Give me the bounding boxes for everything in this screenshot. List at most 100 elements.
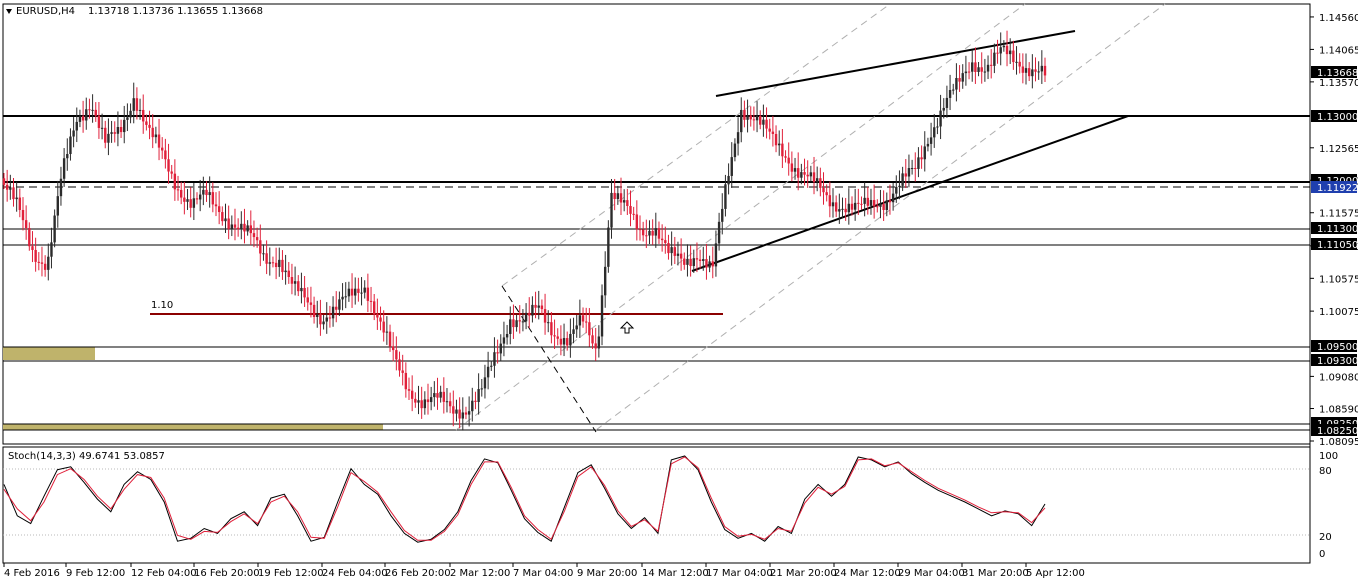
candle-body: [410, 390, 414, 399]
candle-body: [654, 228, 658, 236]
level-label-bg: [1311, 238, 1357, 250]
candle-body: [585, 321, 588, 323]
candle-body: [597, 336, 601, 349]
candle-body: [347, 288, 351, 297]
candle-body: [708, 261, 711, 268]
diagonal-ray[interactable]: [501, 285, 597, 433]
regression-channel[interactable]: [455, 3, 1166, 431]
candle-body: [262, 253, 265, 255]
candle-body: [948, 90, 952, 98]
ohlc-values: 1.13718 1.13736 1.13655 1.13668: [88, 6, 263, 17]
candle-body: [167, 159, 170, 172]
candle-body: [822, 187, 825, 193]
candle-body: [990, 64, 993, 66]
stoch-level-label: 0: [1319, 549, 1325, 560]
candle-body: [94, 109, 97, 116]
candle-body: [838, 209, 841, 212]
candle-body: [917, 157, 920, 169]
candle-body: [936, 126, 939, 128]
candle-body: [208, 192, 211, 196]
lower-trendline[interactable]: [691, 115, 1129, 272]
candle-body: [183, 197, 186, 202]
candle-body: [714, 243, 718, 267]
candle-body: [771, 131, 775, 134]
candle-body: [755, 115, 759, 121]
price-tick-label: 1.10575: [1319, 274, 1358, 285]
candle-body: [164, 150, 167, 160]
candle-body: [768, 128, 771, 132]
candle-body: [679, 253, 683, 259]
candle-body: [502, 337, 506, 344]
candle-body: [471, 400, 474, 412]
stoch-header: Stoch(14,3,3) 49.6741 53.0857: [8, 451, 165, 462]
candle-body: [901, 173, 904, 186]
candle-body: [50, 242, 53, 257]
candle-body: [265, 253, 268, 264]
candle-body: [246, 225, 249, 232]
candle-body: [888, 200, 892, 203]
candle-body: [1027, 68, 1031, 77]
candle-body: [31, 246, 34, 250]
candle-body: [945, 97, 949, 108]
candle-body: [341, 296, 344, 300]
candle-body: [436, 393, 439, 398]
candle-body: [309, 302, 313, 305]
stoch-label: Stoch(14,3,3) 49.6741 53.0857: [8, 451, 165, 462]
upper-trendline[interactable]: [715, 30, 1076, 97]
candle-body: [543, 309, 547, 323]
candle-body: [379, 317, 382, 322]
candle-body: [790, 163, 794, 172]
candle-body: [458, 409, 461, 419]
candle-body: [619, 193, 623, 203]
candle-body: [499, 343, 502, 354]
stoch-signal-line: [3, 456, 1046, 541]
candle-body: [834, 202, 838, 212]
stoch-panel-frame: [2, 446, 1311, 564]
candle-body: [904, 173, 907, 177]
time-tick-label: 2 Mar 12:00: [450, 568, 510, 579]
candle-body: [483, 377, 487, 389]
candle-body: [9, 187, 12, 190]
candle-body: [575, 325, 578, 330]
candle-body: [303, 287, 306, 298]
candle-body: [971, 62, 974, 72]
candle-body: [806, 174, 809, 177]
level-label-bg: [1311, 222, 1357, 234]
candle-body: [230, 224, 234, 229]
candle-body: [1015, 61, 1018, 63]
candle-body: [781, 143, 784, 157]
candle-body: [132, 98, 135, 111]
candle-body: [907, 168, 911, 177]
candle-body: [104, 127, 107, 143]
candle-body: [243, 223, 246, 232]
candle-body: [214, 204, 218, 207]
candle-body: [958, 77, 961, 82]
candle-body: [800, 172, 803, 178]
time-tick-label: 9 Mar 20:00: [577, 568, 637, 579]
candle-body: [610, 192, 613, 228]
candle-body: [752, 119, 756, 121]
candle-body: [721, 208, 724, 222]
price-tick-label: 1.14560: [1319, 13, 1358, 24]
candle-body: [116, 127, 120, 134]
candle-body: [556, 336, 559, 339]
candle-body: [290, 276, 294, 284]
candle-body: [1018, 61, 1021, 67]
reference-level-label: 1.10: [151, 300, 173, 311]
time-tick-label: 9 Feb 12:00: [66, 568, 125, 579]
candle-body: [872, 200, 876, 207]
candle-body: [648, 230, 651, 236]
candle-body: [740, 109, 743, 133]
level-label-text: 1.08250: [1317, 426, 1358, 437]
price-tick-label: 1.08095: [1319, 437, 1358, 448]
candle-body: [205, 189, 208, 196]
time-tick-label: 4 Feb 2016: [4, 568, 60, 579]
candle-body: [765, 119, 768, 129]
candle-body: [426, 399, 430, 403]
candle-body: [670, 247, 673, 254]
candle-body: [47, 256, 50, 270]
candle-body: [189, 199, 192, 208]
candle-body: [331, 306, 335, 319]
